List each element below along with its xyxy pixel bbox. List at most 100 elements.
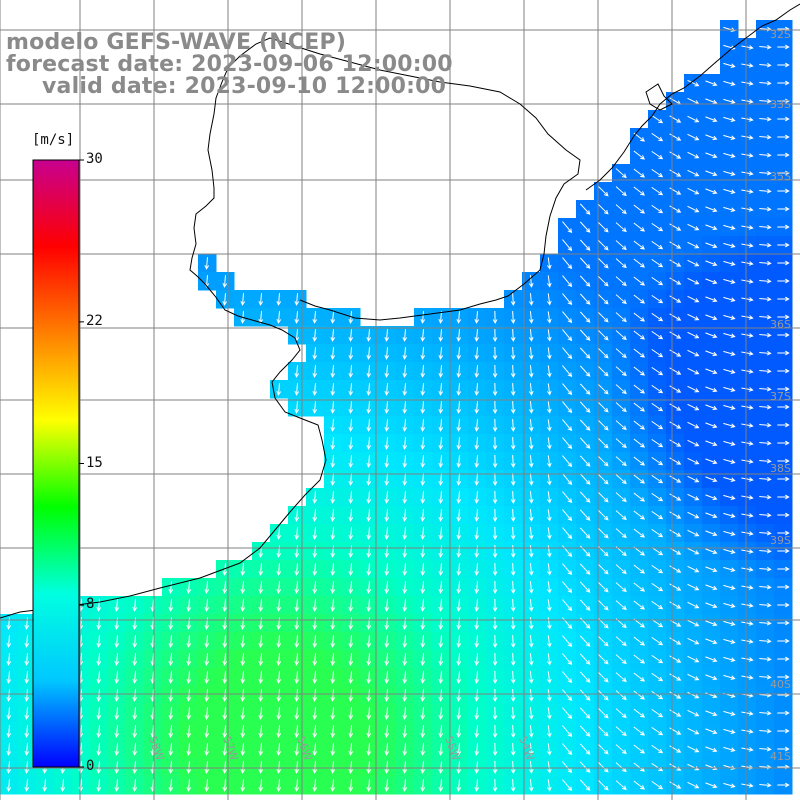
wind-arrow <box>651 474 664 484</box>
wind-arrow <box>562 671 573 684</box>
wind-arrow <box>348 527 354 540</box>
wind-arrow <box>759 566 772 572</box>
wind-arrow <box>384 653 390 666</box>
wind-arrow <box>705 710 718 717</box>
wind-arrow <box>669 745 682 753</box>
wind-arrow <box>492 671 498 685</box>
wind-arrow <box>528 527 534 540</box>
wind-arrow <box>366 347 372 360</box>
wind-arrow <box>759 332 772 338</box>
wind-arrow <box>438 581 444 594</box>
wind-arrow <box>615 366 627 377</box>
wind-arrow <box>687 331 700 339</box>
wind-arrow <box>456 509 462 522</box>
wind-arrow <box>132 653 138 666</box>
wind-arrow <box>294 365 300 378</box>
wind-arrow <box>528 599 534 612</box>
wind-arrow <box>510 473 516 486</box>
wind-arrow <box>222 653 228 666</box>
wind-arrow <box>438 311 444 324</box>
wind-arrow <box>633 186 645 196</box>
wind-arrow <box>579 653 591 665</box>
wind-arrow <box>366 635 372 648</box>
wind-arrow <box>741 639 754 644</box>
wind-arrow <box>759 80 772 86</box>
wind-arrow <box>615 330 627 341</box>
wind-arrow <box>222 707 228 720</box>
wind-arrow <box>528 491 534 504</box>
wind-arrow <box>705 638 718 645</box>
wind-arrow <box>615 780 627 791</box>
wind-arrow <box>6 779 12 792</box>
wind-arrow <box>456 491 462 504</box>
wind-arrow <box>186 635 192 648</box>
wind-arrow <box>723 350 736 356</box>
wind-arrow <box>474 761 480 774</box>
wind-arrow <box>222 581 228 594</box>
wind-arrow <box>510 401 516 414</box>
wind-arrow <box>777 494 790 500</box>
wind-arrow <box>366 671 372 684</box>
wind-arrow <box>669 655 682 663</box>
wind-arrow <box>723 710 736 716</box>
wind-arrow <box>510 491 516 504</box>
wind-arrow <box>615 708 627 719</box>
wind-arrow <box>615 582 627 593</box>
wind-arrow <box>168 725 174 738</box>
wind-arrow <box>741 459 754 464</box>
wind-arrow <box>687 223 700 231</box>
wind-arrow <box>687 385 700 393</box>
wind-arrow <box>294 545 300 558</box>
wind-arrow <box>474 563 480 576</box>
wind-arrow <box>402 707 408 720</box>
wind-arrow <box>633 240 645 250</box>
wind-arrow <box>528 383 534 396</box>
wind-arrow <box>384 689 390 702</box>
wind-arrow <box>528 725 534 738</box>
wind-arrow <box>294 311 300 324</box>
wind-arrow <box>276 311 282 324</box>
wind-arrow <box>546 743 552 756</box>
wind-arrow <box>777 278 790 284</box>
wind-arrow <box>546 491 552 504</box>
wind-arrow <box>438 329 444 342</box>
wind-arrow <box>615 456 627 467</box>
wind-arrow <box>240 689 246 702</box>
wind-arrow <box>276 743 282 756</box>
wind-arrow <box>276 689 282 702</box>
wind-arrow <box>741 369 754 374</box>
wind-arrow <box>615 744 627 755</box>
wind-arrow <box>669 331 682 339</box>
wind-arrow <box>510 311 516 324</box>
wind-arrow <box>669 169 682 177</box>
wind-arrow <box>312 509 318 522</box>
wind-arrow <box>669 673 682 681</box>
wind-arrow <box>96 743 102 756</box>
wind-arrow <box>579 401 591 413</box>
wind-arrow <box>597 203 609 215</box>
wind-arrow <box>312 599 318 612</box>
wind-arrow <box>438 779 444 792</box>
wind-arrow <box>687 601 700 609</box>
wind-arrow <box>579 455 591 467</box>
wind-arrow <box>777 674 790 680</box>
wind-arrow <box>562 311 573 324</box>
wind-arrow <box>546 293 552 306</box>
wind-arrow <box>777 386 790 392</box>
wind-arrow <box>528 473 534 486</box>
wind-arrow <box>492 707 498 721</box>
wind-arrow <box>651 528 664 538</box>
wind-arrow <box>204 707 210 720</box>
colorbar-tick-label: 30 <box>86 151 103 167</box>
wind-arrow <box>741 441 754 446</box>
wind-arrow <box>562 437 573 450</box>
wind-arrow <box>723 476 736 482</box>
wind-arrow <box>276 653 282 666</box>
wind-arrow <box>258 779 264 792</box>
wind-arrow <box>240 617 246 630</box>
wind-arrow <box>366 455 372 468</box>
wind-arrow <box>6 707 12 720</box>
wind-arrow <box>330 653 336 666</box>
wind-arrow <box>579 293 591 305</box>
wind-arrow <box>579 671 591 683</box>
